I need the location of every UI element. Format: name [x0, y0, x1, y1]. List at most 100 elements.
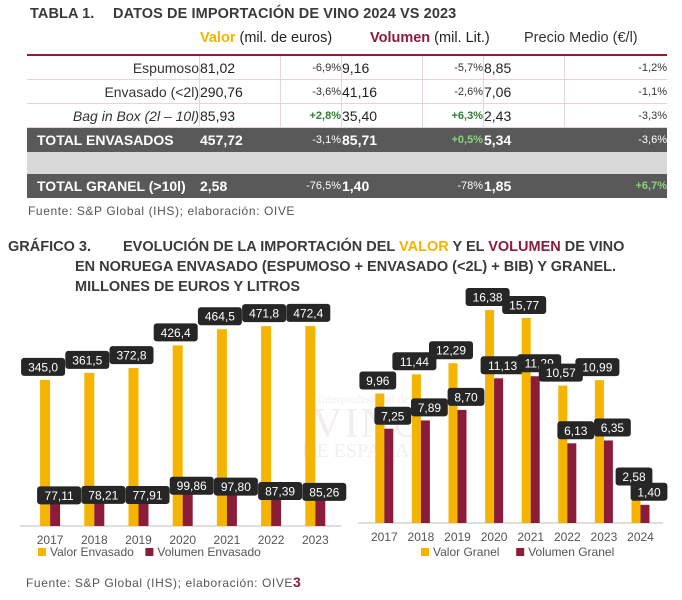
data-label-volumen-bg — [213, 477, 258, 496]
import-data-table: Espumoso 81,02 -6,9% 9,16 -5,7% 8,85 -1,… — [27, 54, 667, 198]
row-label: TOTAL ENVASADOS — [27, 127, 200, 152]
bar-volumen — [640, 504, 650, 523]
col-header-volumen: Volumen (mil. Lit.) — [370, 30, 490, 46]
row-label: Bag in Box (2l – 10l) — [27, 103, 200, 128]
data-label-volumen-bg — [258, 481, 303, 500]
cell-volumen-pct: -2,6% — [422, 79, 484, 104]
bar-valor — [305, 325, 316, 526]
data-label-valor: 11,44 — [400, 355, 429, 369]
data-label-volumen: 11,13 — [488, 359, 517, 373]
x-tick-label: 2020 — [481, 530, 508, 544]
table-row: Bag in Box (2l – 10l) 85,93 +2,8% 35,40 … — [27, 103, 667, 128]
x-tick-label: 2024 — [627, 530, 654, 544]
cell-volumen-pct: +0,5% — [422, 127, 484, 152]
bar-valor — [411, 374, 421, 523]
data-label-volumen-bg — [81, 485, 126, 504]
data-label-volumen: 99,86 — [177, 479, 207, 493]
data-label-valor: 464,5 — [205, 310, 235, 324]
cell-valor-pct: -6,9% — [280, 54, 342, 80]
data-label-valor-bg — [109, 346, 154, 365]
cell-volumen: 85,71 — [341, 127, 423, 152]
data-label-volumen: 8,70 — [454, 390, 478, 404]
cell-precio-pct: -1,2% — [564, 54, 667, 80]
bar-volumen — [138, 492, 149, 526]
x-tick-label: 2021 — [214, 533, 241, 547]
chart-source: Fuente: S&P Global (IHS); elaboración: O… — [26, 574, 302, 590]
data-label-valor: 10,57 — [546, 366, 576, 380]
data-label-valor: 372,8 — [116, 349, 146, 363]
table-row-total: TOTAL GRANEL (>10l) 2,58 -76,5% 1,40 -78… — [27, 173, 667, 198]
cell-precio: 7,06 — [483, 79, 565, 104]
cell-valor: 81,02 — [199, 54, 281, 80]
data-label-volumen: 6,35 — [601, 421, 625, 435]
data-label-volumen-bg — [480, 356, 525, 375]
bar-volumen — [494, 378, 504, 523]
cell-precio: 5,34 — [483, 127, 565, 152]
cell-valor: 457,72 — [199, 127, 281, 152]
data-label-volumen-bg — [374, 406, 412, 425]
data-label-valor-bg — [286, 303, 331, 322]
cell-valor-pct: +2,8% — [280, 103, 342, 128]
bar-volumen — [603, 440, 613, 523]
data-label-valor-bg — [153, 323, 198, 342]
data-label-volumen: 7,25 — [381, 409, 405, 423]
table-number: TABLA 1. — [30, 6, 95, 22]
legend-swatch-valor — [421, 548, 429, 556]
col-header-valor: Valor (mil. de euros) — [200, 30, 333, 46]
table-row-total: TOTAL ENVASADOS 457,72 -3,1% 85,71 +0,5%… — [27, 127, 667, 152]
bar-valor — [485, 310, 495, 523]
data-label-valor: 9,96 — [366, 374, 390, 388]
x-tick-label: 2017 — [37, 533, 64, 547]
data-label-valor: 16,38 — [473, 291, 503, 305]
data-label-volumen: 77,11 — [45, 489, 74, 503]
bar-valor — [375, 393, 385, 523]
row-label: TOTAL GRANEL (>10l) — [27, 173, 200, 198]
data-label-valor-bg — [392, 352, 437, 371]
data-label-valor: 10,99 — [582, 361, 612, 375]
bar-volumen — [94, 492, 105, 526]
cell-volumen: 35,40 — [341, 103, 423, 128]
bar-volumen — [182, 483, 193, 526]
cell-volumen: 9,16 — [341, 54, 423, 80]
data-label-valor: 2,58 — [622, 470, 646, 484]
data-label-valor-bg — [502, 295, 547, 314]
cell-valor: 85,93 — [199, 103, 281, 128]
cell-volumen-pct: +6,3% — [422, 103, 484, 128]
legend-label-valor: Valor Granel — [433, 545, 499, 559]
x-tick-label: 2023 — [302, 533, 329, 547]
cell-precio: 8,85 — [483, 54, 565, 80]
x-tick-label: 2022 — [554, 530, 581, 544]
table-row: Envasado (<2l) 290,76 -3,6% 41,16 -2,6% … — [27, 79, 667, 104]
cell-precio-pct: -3,6% — [564, 127, 667, 152]
data-label-volumen: 85,26 — [309, 485, 339, 499]
data-label-volumen-bg — [169, 476, 214, 495]
cell-valor-pct: -3,1% — [280, 127, 342, 152]
data-label-valor: 15,77 — [509, 298, 539, 312]
bar-valor — [521, 317, 531, 523]
table-spacer-row — [27, 151, 667, 174]
cell-precio-pct: -3,3% — [564, 103, 667, 128]
bar-valor — [594, 380, 604, 523]
data-label-valor-bg — [197, 307, 242, 326]
x-tick-label: 2019 — [444, 530, 471, 544]
bar-valor — [216, 329, 227, 526]
data-label-valor: 471,8 — [249, 307, 279, 321]
data-label-volumen: 77,91 — [132, 488, 162, 502]
data-label-volumen: 6,13 — [564, 424, 588, 438]
data-label-valor-bg — [538, 363, 583, 382]
bar-volumen — [271, 488, 282, 526]
data-label-valor: 472,4 — [293, 306, 323, 320]
cell-volumen: 41,16 — [341, 79, 423, 104]
x-tick-label: 2023 — [591, 530, 618, 544]
bar-valor — [261, 326, 272, 526]
data-label-volumen-bg — [37, 486, 82, 505]
bar-volumen — [457, 409, 467, 523]
cell-valor-pct: -3,6% — [280, 79, 342, 104]
legend-label-valor: Valor Envasado — [50, 545, 134, 559]
chart-title: GRÁFICO 3. EVOLUCIÓN DE LA IMPORTACIÓN DE… — [8, 239, 625, 295]
data-label-volumen-bg — [302, 482, 347, 501]
data-label-valor-bg — [615, 467, 653, 486]
cell-precio: 2,43 — [483, 103, 565, 128]
bar-volumen — [567, 443, 577, 523]
